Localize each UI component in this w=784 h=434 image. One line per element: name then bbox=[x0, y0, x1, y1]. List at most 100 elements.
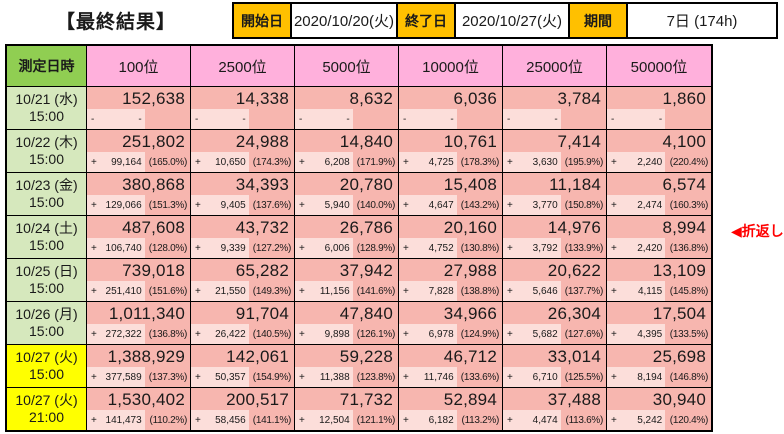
rank-value-cell: 200,517 +58,456 (141.1%) bbox=[191, 388, 294, 430]
delta-sign: + bbox=[91, 371, 97, 383]
delta-value: - bbox=[346, 113, 350, 125]
rank-value: 65,282 bbox=[191, 259, 294, 281]
delta-percent: (151.6%) bbox=[144, 281, 190, 301]
delta-sign: + bbox=[507, 414, 513, 426]
rank-delta-line: +4,647 (143.2%) bbox=[399, 195, 502, 215]
rank-delta-line: +141,473 (110.2%) bbox=[87, 410, 190, 430]
delta-sign: + bbox=[507, 156, 513, 168]
table-row: 10/23 (金) 15:00 380,868 +129,066 (151.3%) 34,… bbox=[7, 173, 711, 215]
rank-value-cell: 71,732 +12,504 (121.1%) bbox=[295, 388, 398, 430]
delta-sign: + bbox=[403, 199, 409, 211]
rank-value-cell: 380,868 +129,066 (151.3%) bbox=[87, 173, 190, 215]
row-date: 10/24 (土) bbox=[15, 219, 78, 236]
delta-percent bbox=[144, 109, 190, 129]
rank-value-cell: 8,994 +2,420 (136.8%) bbox=[607, 216, 711, 258]
delta-cell: +6,006 bbox=[295, 238, 353, 258]
rank-delta-line: +26,422 (140.5%) bbox=[191, 324, 294, 344]
delta-cell: +6,710 bbox=[503, 367, 561, 387]
column-header-rank-100: 100位 bbox=[87, 46, 190, 86]
rank-value: 6,574 bbox=[607, 173, 711, 195]
rank-value: 8,632 bbox=[295, 87, 398, 109]
column-header-rank-5000: 5000位 bbox=[295, 46, 398, 86]
delta-cell: +129,066 bbox=[87, 195, 145, 215]
rank-value-cell: 6,574 +2,474 (160.3%) bbox=[607, 173, 711, 215]
delta-value: 272,322 bbox=[105, 328, 142, 340]
delta-sign: + bbox=[299, 156, 305, 168]
rank-value-cell: 6,036- - bbox=[399, 87, 502, 129]
rank-value-cell: 14,976 +3,792 (133.9%) bbox=[503, 216, 606, 258]
rank-value: 52,894 bbox=[399, 388, 502, 410]
delta-value: 6,208 bbox=[324, 156, 350, 168]
delta-sign: + bbox=[299, 242, 305, 254]
delta-value: 26,422 bbox=[215, 328, 246, 340]
rank-delta-line: +8,194 (146.8%) bbox=[607, 367, 711, 387]
delta-percent: (133.6%) bbox=[456, 367, 502, 387]
delta-cell: +8,194 bbox=[607, 367, 666, 387]
delta-percent: (195.9%) bbox=[560, 152, 606, 172]
delta-value: 21,550 bbox=[215, 285, 246, 297]
delta-cell: +5,682 bbox=[503, 324, 561, 344]
delta-sign: + bbox=[91, 328, 97, 340]
rank-delta-line: +129,066 (151.3%) bbox=[87, 195, 190, 215]
delta-cell: +2,420 bbox=[607, 238, 666, 258]
rank-delta-line: +99,164 (165.0%) bbox=[87, 152, 190, 172]
delta-sign: + bbox=[299, 199, 305, 211]
rank-value: 27,988 bbox=[399, 259, 502, 281]
rank-value-cell: 11,184 +3,770 (150.8%) bbox=[503, 173, 606, 215]
rank-delta-line: +4,395 (133.5%) bbox=[607, 324, 711, 344]
delta-percent: (128.0%) bbox=[144, 238, 190, 258]
row-datetime-cell: 10/21 (水) 15:00 bbox=[7, 87, 86, 129]
delta-value: 11,156 bbox=[319, 285, 350, 297]
delta-value: 2,474 bbox=[637, 199, 663, 211]
delta-sign: + bbox=[403, 328, 409, 340]
rank-delta-line: -- bbox=[503, 109, 606, 129]
delta-sign: + bbox=[611, 285, 617, 297]
delta-percent: (110.2%) bbox=[144, 410, 190, 430]
delta-value: 3,630 bbox=[532, 156, 558, 168]
rank-delta-line: +11,388 (123.8%) bbox=[295, 367, 398, 387]
rank-value-cell: 20,780 +5,940 (140.0%) bbox=[295, 173, 398, 215]
delta-sign: + bbox=[195, 199, 201, 211]
rank-value: 13,109 bbox=[607, 259, 711, 281]
delta-percent: (127.6%) bbox=[560, 324, 606, 344]
ranking-table: 測定日時 100位 2500位 5000位 10000位 25000位 5000… bbox=[5, 44, 713, 432]
table-header-row: 測定日時 100位 2500位 5000位 10000位 25000位 5000… bbox=[7, 46, 711, 86]
rank-value-cell: 26,304 +5,682 (127.6%) bbox=[503, 302, 606, 344]
delta-sign: + bbox=[195, 285, 201, 297]
rank-value-cell: 8,632- - bbox=[295, 87, 398, 129]
delta-sign: + bbox=[507, 242, 513, 254]
period-label: 期間 bbox=[570, 4, 626, 37]
rank-value: 33,014 bbox=[503, 345, 606, 367]
delta-cell: +2,474 bbox=[607, 195, 666, 215]
row-datetime-cell: 10/25 (日) 15:00 bbox=[7, 259, 86, 301]
rank-delta-line: +2,420 (136.8%) bbox=[607, 238, 711, 258]
rank-delta-line: -- bbox=[87, 109, 190, 129]
rank-value: 14,338 bbox=[191, 87, 294, 109]
rank-value-cell: 3,784- - bbox=[503, 87, 606, 129]
delta-cell: +3,770 bbox=[503, 195, 561, 215]
rank-value-cell: 17,504 +4,395 (133.5%) bbox=[607, 302, 711, 344]
delta-percent: (113.2%) bbox=[456, 410, 502, 430]
row-date: 10/21 (水) bbox=[15, 90, 78, 107]
delta-sign: + bbox=[195, 242, 201, 254]
delta-cell: +5,940 bbox=[295, 195, 353, 215]
table-row: 10/27 (火) 21:00 1,530,402 +141,473 (110.2%) 2… bbox=[7, 388, 711, 430]
rank-value-cell: 91,704 +26,422 (140.5%) bbox=[191, 302, 294, 344]
delta-value: - bbox=[554, 113, 558, 125]
delta-value: - bbox=[242, 113, 246, 125]
delta-percent: (120.4%) bbox=[665, 410, 711, 430]
delta-cell: -- bbox=[295, 109, 353, 129]
delta-cell: +7,828 bbox=[399, 281, 457, 301]
row-time: 15:00 bbox=[28, 194, 65, 210]
column-header-rank-25000: 25000位 bbox=[503, 46, 606, 86]
row-datetime-cell: 10/23 (金) 15:00 bbox=[7, 173, 86, 215]
row-time: 15:00 bbox=[28, 151, 65, 167]
delta-percent: (136.8%) bbox=[665, 238, 711, 258]
rank-value: 1,011,340 bbox=[87, 302, 190, 324]
period-value: 7日 (174h) bbox=[628, 4, 776, 37]
rank-value: 142,061 bbox=[191, 345, 294, 367]
row-date: 10/26 (月) bbox=[15, 305, 78, 322]
delta-percent bbox=[352, 109, 398, 129]
rank-value-cell: 34,966 +6,978 (124.9%) bbox=[399, 302, 502, 344]
delta-cell: +6,182 bbox=[399, 410, 457, 430]
